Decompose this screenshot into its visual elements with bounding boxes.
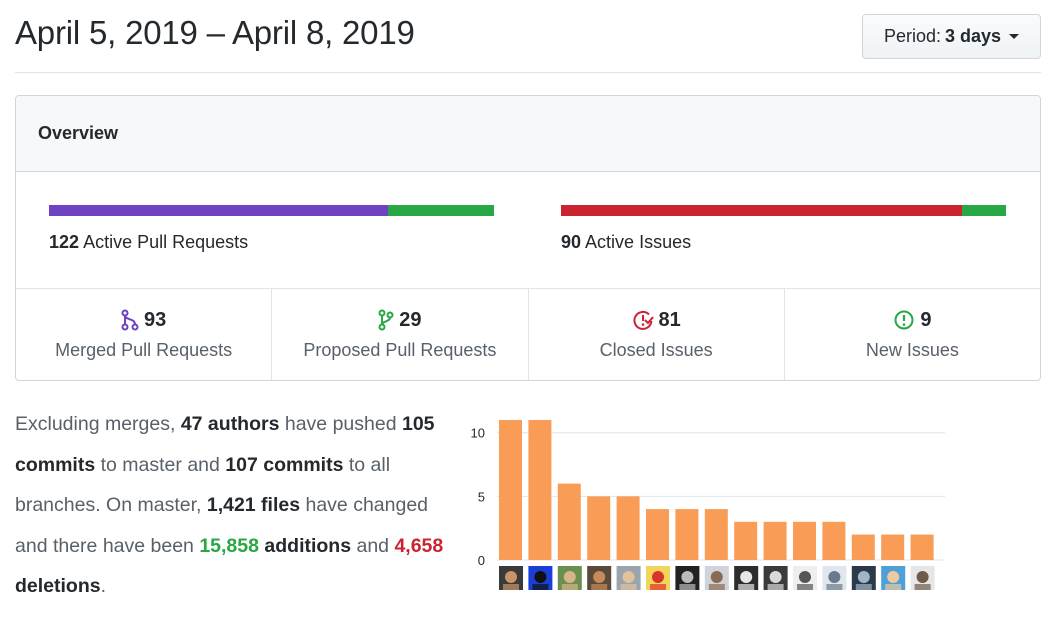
avatar[interactable] bbox=[675, 566, 700, 590]
summary-text: . bbox=[100, 575, 107, 597]
deletions-count: 4,658 bbox=[394, 534, 444, 557]
stat-merged-pull-requests[interactable]: 93 Merged Pull Requests bbox=[16, 289, 273, 380]
deletions-label: deletions bbox=[15, 575, 101, 597]
stat-proposed-pull-requests[interactable]: 29 Proposed Pull Requests bbox=[272, 289, 529, 380]
new-issues-label: New Issues bbox=[865, 339, 959, 360]
contributors-bar-chart: 0 5 10 bbox=[471, 420, 945, 568]
summary-text: have changed and there have been bbox=[15, 494, 429, 557]
avatar[interactable] bbox=[851, 566, 876, 590]
git-pull-request-icon bbox=[378, 309, 394, 331]
bar bbox=[793, 521, 816, 560]
summary-text: Excluding merges, bbox=[15, 413, 181, 435]
git-merge-icon bbox=[121, 309, 139, 331]
contributor-avatars bbox=[499, 566, 935, 590]
avatar[interactable] bbox=[793, 566, 817, 590]
pr-merged-segment bbox=[49, 205, 389, 216]
merged-pr-label: Merged Pull Requests bbox=[55, 339, 233, 360]
summary-text: to master and bbox=[95, 453, 226, 476]
bar bbox=[557, 483, 581, 560]
header-divider bbox=[15, 72, 1041, 73]
additions-label: additions bbox=[258, 534, 352, 557]
master-commits: 105 commits bbox=[15, 413, 435, 476]
active-issues-link[interactable]: 90 Active Issues bbox=[561, 232, 691, 253]
pull-requests-progress-bar bbox=[49, 205, 494, 216]
avatar[interactable] bbox=[499, 566, 523, 590]
avatar[interactable] bbox=[528, 566, 553, 590]
active-pr-count: 122 bbox=[49, 232, 80, 252]
proposed-pr-count: 29 bbox=[399, 308, 422, 331]
files-changed: 1,421 files bbox=[206, 494, 301, 516]
bar bbox=[499, 420, 522, 560]
page-title: April 5, 2019 – April 8, 2019 bbox=[15, 14, 415, 51]
bar bbox=[881, 534, 905, 560]
avatar[interactable] bbox=[910, 566, 935, 590]
active-issues-label: Active Issues bbox=[585, 232, 692, 252]
avatar[interactable] bbox=[734, 566, 759, 590]
bar bbox=[851, 534, 875, 560]
all-branch-commits: 107 commits bbox=[225, 453, 344, 476]
avatar[interactable] bbox=[616, 566, 641, 590]
closed-issues-count: 81 bbox=[658, 308, 681, 331]
bar bbox=[646, 509, 669, 560]
stat-new-issues[interactable]: 9 New Issues bbox=[785, 289, 1040, 380]
closed-issues-label: Closed Issues bbox=[599, 339, 713, 360]
pr-open-segment bbox=[388, 205, 494, 216]
commit-summary: Excluding merges, 47 authors have pushed… bbox=[15, 404, 445, 607]
y-tick-label: 10 bbox=[471, 426, 485, 441]
avatar[interactable] bbox=[822, 566, 847, 590]
new-issues-count: 9 bbox=[920, 308, 932, 331]
avatar[interactable] bbox=[557, 566, 582, 590]
avatar[interactable] bbox=[646, 566, 670, 590]
issues-progress-bar bbox=[561, 205, 1006, 216]
bar bbox=[587, 496, 611, 560]
y-tick-label: 5 bbox=[478, 489, 485, 504]
avatar[interactable] bbox=[587, 566, 612, 590]
active-issues-count: 90 bbox=[561, 232, 582, 252]
issue-closed-icon bbox=[632, 309, 654, 331]
summary-text: to all branches. On master, bbox=[15, 453, 391, 517]
bar bbox=[704, 509, 728, 560]
authors-count: 47 authors bbox=[180, 413, 280, 435]
issues-new-segment bbox=[961, 205, 1006, 216]
period-value: 3 days bbox=[945, 26, 1002, 46]
proposed-pr-label: Proposed Pull Requests bbox=[303, 339, 497, 360]
period-label: Period: bbox=[883, 26, 941, 46]
bar bbox=[616, 496, 640, 560]
additions-count: 15,858 bbox=[199, 534, 259, 557]
summary-text: have pushed bbox=[279, 413, 402, 435]
issue-opened-icon bbox=[893, 309, 915, 331]
bar bbox=[910, 534, 934, 560]
issues-closed-segment bbox=[561, 205, 962, 216]
avatar[interactable] bbox=[881, 566, 906, 590]
avatar[interactable] bbox=[704, 566, 729, 590]
summary-text: and bbox=[351, 534, 395, 557]
bar bbox=[822, 521, 846, 560]
active-pr-label: Active Pull Requests bbox=[83, 232, 249, 252]
y-tick-label: 0 bbox=[478, 553, 485, 568]
overview-summary: 122 Active Pull Requests 90 Active Issue… bbox=[16, 172, 1040, 289]
active-pull-requests-link[interactable]: 122 Active Pull Requests bbox=[49, 232, 248, 253]
chevron-down-icon bbox=[1009, 34, 1020, 39]
stat-closed-issues[interactable]: 81 Closed Issues bbox=[529, 289, 785, 380]
bar bbox=[734, 521, 758, 560]
period-dropdown-button[interactable]: Period: 3 days bbox=[862, 14, 1041, 59]
bar bbox=[528, 420, 552, 560]
bar bbox=[763, 521, 787, 560]
overview-panel: Overview 122 Active Pull Requests 90 Act… bbox=[15, 95, 1041, 381]
stats-row: 93 Merged Pull Requests 29 Proposed Pull… bbox=[16, 289, 1040, 380]
overview-title: Overview bbox=[16, 96, 1040, 172]
bar bbox=[675, 509, 699, 560]
avatar[interactable] bbox=[763, 566, 788, 590]
merged-pr-count: 93 bbox=[144, 308, 167, 331]
